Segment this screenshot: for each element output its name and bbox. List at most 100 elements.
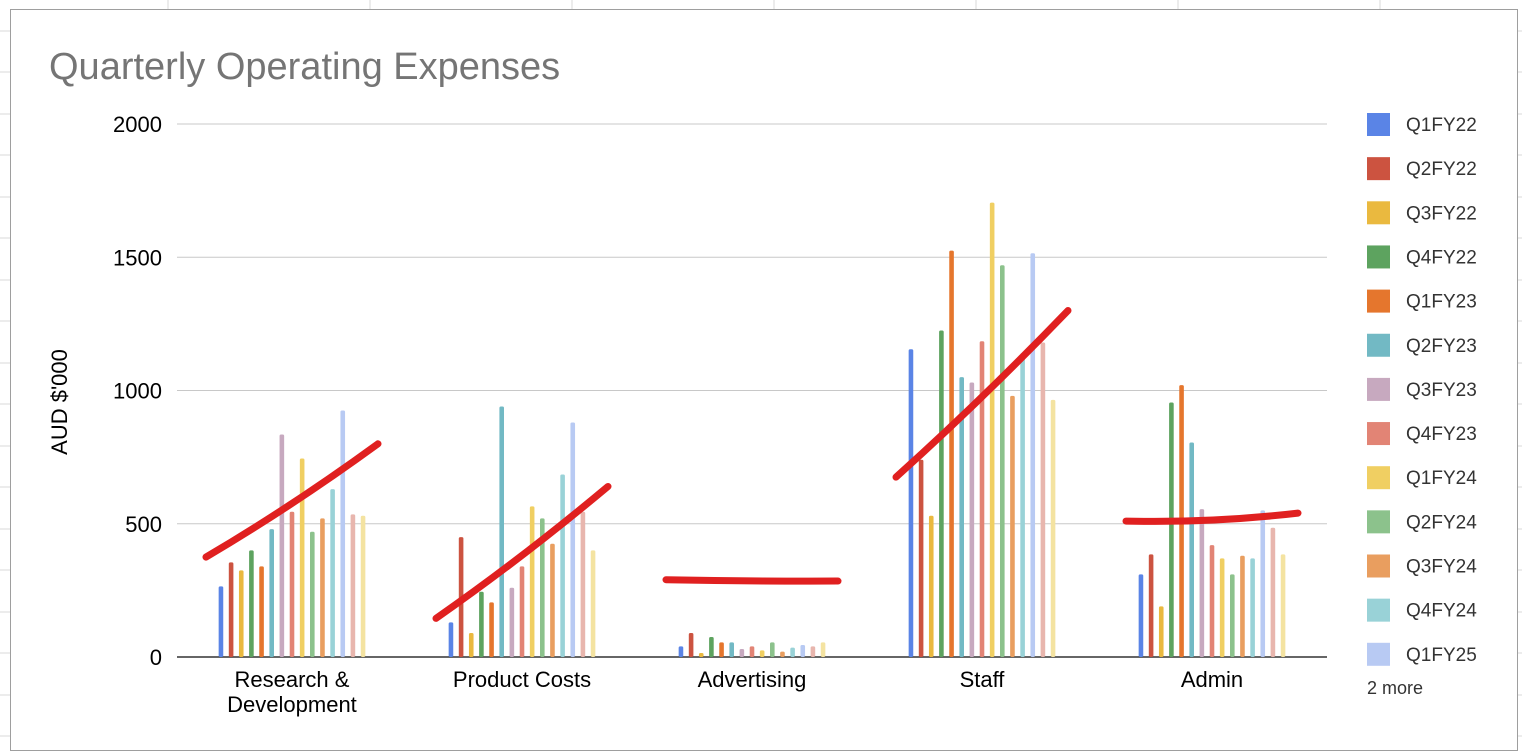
- bar-q3fy23-2[interactable]: [739, 649, 745, 657]
- bar-q2fy22-3[interactable]: [918, 459, 924, 657]
- bar-q1fy22-3[interactable]: [908, 349, 914, 657]
- legend-label[interactable]: Q2FY22: [1406, 159, 1477, 180]
- bar-q4fy24-0[interactable]: [330, 489, 335, 657]
- legend-swatch: [1367, 466, 1390, 490]
- bar-q1fy24-0[interactable]: [299, 458, 305, 657]
- bar-q4fy22-1[interactable]: [479, 591, 484, 657]
- bar-q1fy23-0[interactable]: [259, 566, 264, 657]
- legend-swatch: [1367, 642, 1390, 666]
- legend-label[interactable]: Q3FY23: [1406, 380, 1477, 401]
- bar-q3fy24-2[interactable]: [780, 651, 785, 657]
- red-trend-annotation: [892, 307, 1072, 481]
- bar-q1fy22-2[interactable]: [678, 646, 684, 657]
- legend-label[interactable]: Q1FY23: [1406, 292, 1477, 313]
- legend-label[interactable]: Q1FY25: [1406, 645, 1477, 666]
- bar-q3fy25-1[interactable]: [590, 550, 596, 657]
- bar-q1fy22-0[interactable]: [218, 586, 224, 657]
- legend-label[interactable]: Q1FY22: [1406, 115, 1477, 136]
- bar-q1fy25-4[interactable]: [1260, 510, 1266, 657]
- legend-swatch: [1367, 289, 1390, 313]
- bar-q3fy23-1[interactable]: [509, 587, 515, 657]
- bar-q1fy23-1[interactable]: [489, 602, 494, 657]
- legend-label[interactable]: Q1FY24: [1406, 468, 1477, 489]
- bar-q1fy23-3[interactable]: [949, 250, 954, 657]
- bar-q4fy22-4[interactable]: [1169, 402, 1174, 657]
- bar-q4fy22-2[interactable]: [709, 637, 714, 657]
- bar-q4fy24-4[interactable]: [1250, 558, 1255, 657]
- bar-q3fy24-0[interactable]: [320, 518, 325, 657]
- bar-q1fy25-3[interactable]: [1030, 253, 1036, 657]
- bar-q4fy24-2[interactable]: [790, 647, 795, 657]
- legend-swatch: [1367, 598, 1390, 622]
- bar-q4fy22-0[interactable]: [249, 550, 254, 657]
- bar-q3fy24-1[interactable]: [550, 543, 555, 657]
- bar-q2fy24-1[interactable]: [540, 518, 545, 657]
- bar-q4fy23-1[interactable]: [519, 566, 525, 657]
- bar-q2fy23-3[interactable]: [959, 377, 964, 657]
- bar-q4fy24-3[interactable]: [1020, 353, 1025, 657]
- legend-label[interactable]: Q3FY22: [1406, 203, 1477, 224]
- bar-q4fy23-3[interactable]: [979, 341, 985, 657]
- bar-q2fy23-0[interactable]: [269, 529, 274, 657]
- bar-q1fy24-2[interactable]: [759, 650, 765, 657]
- bar-q4fy23-2[interactable]: [749, 646, 755, 657]
- bar-q3fy25-4[interactable]: [1280, 554, 1286, 657]
- bar-q1fy25-2[interactable]: [800, 645, 806, 657]
- bar-q2fy23-4[interactable]: [1189, 442, 1194, 657]
- bar-q3fy25-2[interactable]: [820, 642, 826, 657]
- bar-q3fy22-3[interactable]: [928, 515, 934, 657]
- bar-q4fy23-4[interactable]: [1209, 545, 1215, 657]
- bar-q1fy25-1[interactable]: [570, 422, 576, 657]
- bar-q1fy24-3[interactable]: [989, 202, 995, 657]
- bar-q3fy23-3[interactable]: [969, 382, 975, 657]
- bar-q2fy23-2[interactable]: [729, 642, 734, 657]
- red-trend-annotation: [202, 440, 382, 561]
- x-category-label: Advertising: [698, 667, 807, 692]
- bar-q2fy25-4[interactable]: [1270, 527, 1276, 657]
- legend-label[interactable]: Q4FY24: [1406, 601, 1477, 622]
- bar-q3fy25-0[interactable]: [360, 515, 366, 657]
- legend-label[interactable]: Q4FY23: [1406, 424, 1477, 445]
- bar-q3fy25-3[interactable]: [1050, 399, 1056, 657]
- bar-q2fy25-2[interactable]: [810, 646, 816, 657]
- bar-q1fy23-2[interactable]: [719, 642, 724, 657]
- bar-q3fy24-4[interactable]: [1240, 555, 1245, 657]
- bar-q1fy24-1[interactable]: [529, 506, 535, 657]
- bar-q3fy22-4[interactable]: [1158, 606, 1164, 657]
- legend-label[interactable]: Q4FY22: [1406, 247, 1477, 268]
- bar-q2fy25-3[interactable]: [1040, 342, 1046, 657]
- bar-q2fy25-1[interactable]: [580, 511, 586, 657]
- legend-swatch: [1367, 201, 1390, 225]
- bar-q2fy24-3[interactable]: [1000, 265, 1005, 657]
- legend-swatch: [1367, 554, 1390, 578]
- bar-q1fy24-4[interactable]: [1219, 558, 1225, 657]
- bar-q3fy24-3[interactable]: [1010, 395, 1015, 657]
- legend-label[interactable]: Q3FY24: [1406, 557, 1477, 578]
- y-tick-label: 2000: [113, 112, 162, 137]
- bar-q4fy24-1[interactable]: [560, 474, 565, 657]
- bar-q2fy25-0[interactable]: [350, 514, 356, 657]
- bar-q4fy22-3[interactable]: [939, 330, 944, 657]
- bar-q4fy23-0[interactable]: [289, 511, 295, 657]
- bar-q3fy22-0[interactable]: [238, 570, 244, 657]
- bar-q2fy22-0[interactable]: [228, 562, 234, 657]
- bar-q2fy22-2[interactable]: [688, 633, 694, 657]
- bar-q1fy22-4[interactable]: [1138, 574, 1144, 657]
- bar-q3fy22-1[interactable]: [468, 633, 474, 657]
- chart-container[interactable]: Quarterly Operating Expenses 0 500 1000 150…: [10, 9, 1518, 751]
- bar-q2fy24-2[interactable]: [770, 642, 775, 657]
- bar-q2fy22-4[interactable]: [1148, 554, 1154, 657]
- bar-q3fy23-0[interactable]: [279, 434, 285, 657]
- red-trend-annotation: [432, 482, 612, 622]
- legend-swatch: [1367, 510, 1390, 534]
- bar-q2fy23-1[interactable]: [499, 406, 504, 657]
- legend-label[interactable]: Q2FY23: [1406, 336, 1477, 357]
- bar-q2fy24-4[interactable]: [1230, 574, 1235, 657]
- bar-q3fy23-4[interactable]: [1199, 509, 1205, 657]
- bar-q1fy22-1[interactable]: [448, 622, 454, 657]
- bar-q1fy25-0[interactable]: [340, 410, 346, 657]
- legend-label[interactable]: Q2FY24: [1406, 512, 1477, 533]
- bar-q3fy22-2[interactable]: [698, 653, 704, 657]
- legend-more-link[interactable]: 2 more: [1367, 678, 1423, 698]
- bar-q2fy24-0[interactable]: [310, 531, 315, 657]
